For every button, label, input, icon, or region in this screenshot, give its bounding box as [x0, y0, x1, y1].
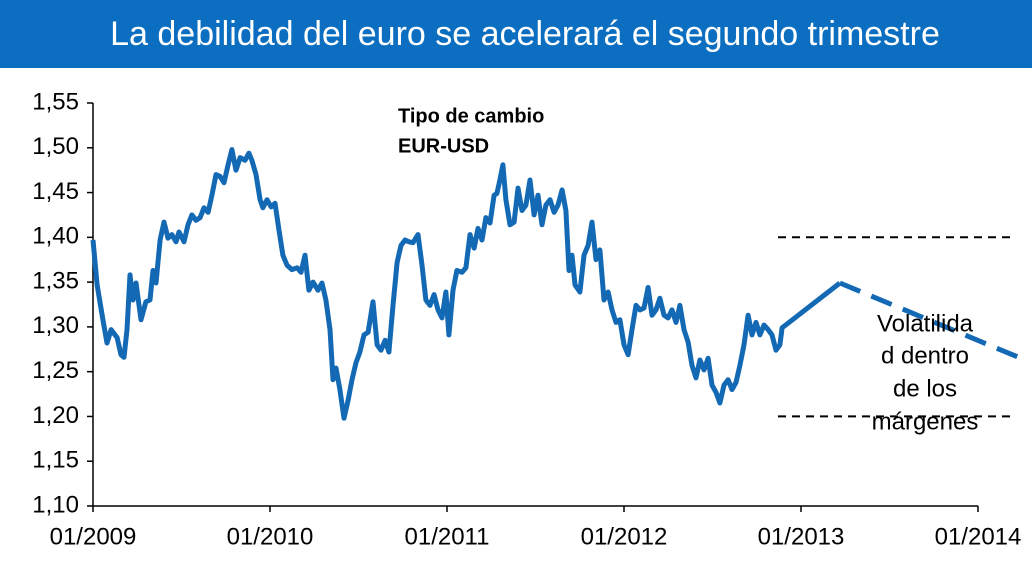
y-tick-label: 1,10: [32, 491, 79, 518]
y-tick-label: 1,25: [32, 357, 79, 384]
x-tick-label: 01/2013: [758, 523, 845, 550]
x-tick-label: 01/2009: [50, 523, 137, 550]
x-tick-label: 01/2010: [227, 523, 314, 550]
y-tick-label: 1,40: [32, 223, 79, 250]
y-tick-label: 1,30: [32, 312, 79, 339]
y-tick-label: 1,50: [32, 133, 79, 160]
x-tick-label: 01/2014: [935, 523, 1022, 550]
annotation: márgenes: [872, 408, 979, 435]
y-tick-label: 1,55: [32, 88, 79, 115]
annotation: de los: [893, 375, 957, 402]
x-tick-label: 01/2011: [405, 523, 490, 550]
y-tick-label: 1,20: [32, 402, 79, 429]
annotation: Volatilida: [877, 310, 974, 337]
series-label: EUR-USD: [398, 135, 489, 157]
y-tick-label: 1,15: [32, 447, 79, 474]
y-tick-label: 1,45: [32, 178, 79, 205]
series-line: [90, 147, 842, 421]
title-bar: [0, 0, 1032, 68]
x-tick-label: 01/2012: [581, 523, 668, 550]
y-tick-label: 1,35: [32, 267, 79, 294]
annotation: d dentro: [881, 342, 969, 369]
series-label: Tipo de cambio: [398, 105, 544, 127]
chart-title: La debilidad del euro se acelerará el se…: [110, 15, 940, 53]
